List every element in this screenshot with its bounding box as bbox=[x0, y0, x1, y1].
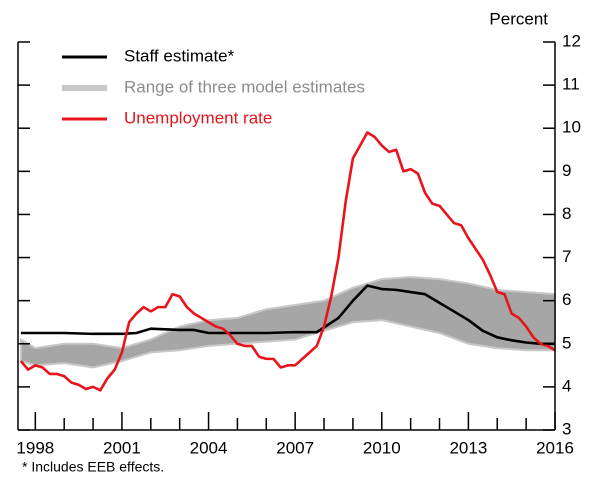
y-tick-label: 11 bbox=[562, 75, 580, 94]
x-tick-label: 2004 bbox=[190, 438, 228, 457]
series-line bbox=[20, 284, 555, 346]
legend-label: Staff estimate* bbox=[124, 46, 235, 65]
footnote: * Includes EEB effects. bbox=[22, 459, 164, 475]
range-band bbox=[19, 275, 556, 369]
y-tick-label: 9 bbox=[562, 161, 571, 180]
y-tick-label: 4 bbox=[562, 376, 571, 395]
x-tick-label: 2016 bbox=[536, 438, 574, 457]
legend-label: Unemployment rate bbox=[124, 108, 272, 127]
y-tick-label: 6 bbox=[562, 290, 571, 309]
legend-label: Range of three model estimates bbox=[124, 77, 365, 96]
y-tick-label: 7 bbox=[562, 247, 571, 266]
x-tick-label: 2010 bbox=[363, 438, 401, 457]
y-tick-label: 10 bbox=[562, 118, 581, 137]
y-tick-label: 5 bbox=[562, 333, 571, 352]
x-tick-label: 2001 bbox=[103, 438, 141, 457]
x-tick-label: 2007 bbox=[276, 438, 314, 457]
series-line bbox=[19, 131, 556, 392]
y-tick-label: 3 bbox=[562, 419, 571, 438]
x-tick-label: 1998 bbox=[16, 438, 54, 457]
y-tick-label: 8 bbox=[562, 204, 571, 223]
y-axis-label: Percent bbox=[489, 9, 548, 28]
x-tick-label: 2013 bbox=[449, 438, 487, 457]
y-tick-label: 12 bbox=[562, 31, 581, 50]
